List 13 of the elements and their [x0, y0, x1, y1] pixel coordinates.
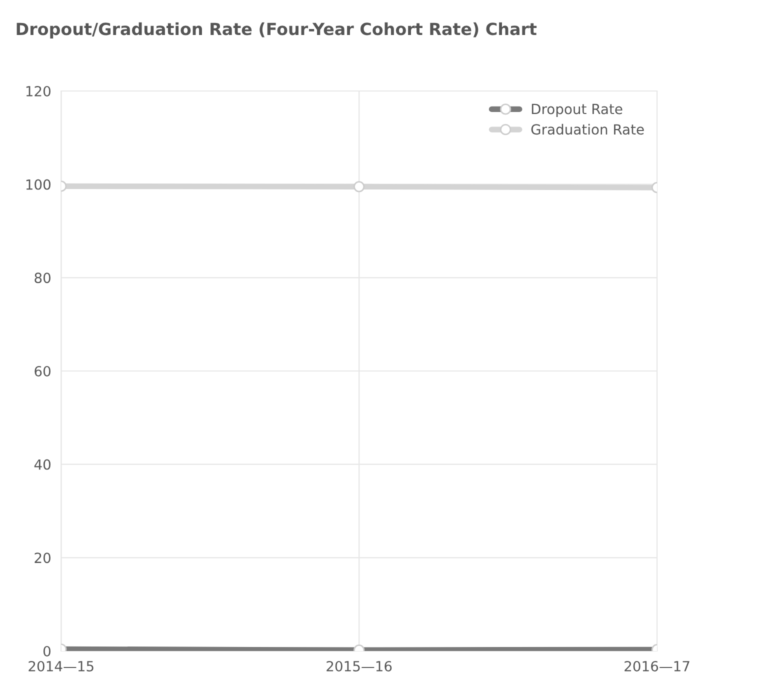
y-tick-label: 20 — [34, 552, 50, 564]
y-tick-label: 120 — [26, 86, 50, 96]
y-tick-label: 60 — [34, 366, 50, 376]
y-tick-label: 100 — [26, 179, 50, 190]
chart-title: Dropout/Graduation Rate (Four-Year Cohort Rate) Chart — [16, 22, 537, 38]
legend-label: Dropout Rate — [532, 104, 622, 117]
y-tick-label: 40 — [34, 459, 50, 470]
y-tick-label: 80 — [34, 272, 50, 284]
y-tick-label: 0 — [43, 646, 50, 656]
x-tick-label: 2016—17 — [624, 660, 690, 672]
legend-label: Graduation Rate — [531, 124, 644, 135]
x-tick-label: 2014—15 — [28, 660, 94, 672]
x-tick-label: 2015—16 — [326, 660, 392, 672]
